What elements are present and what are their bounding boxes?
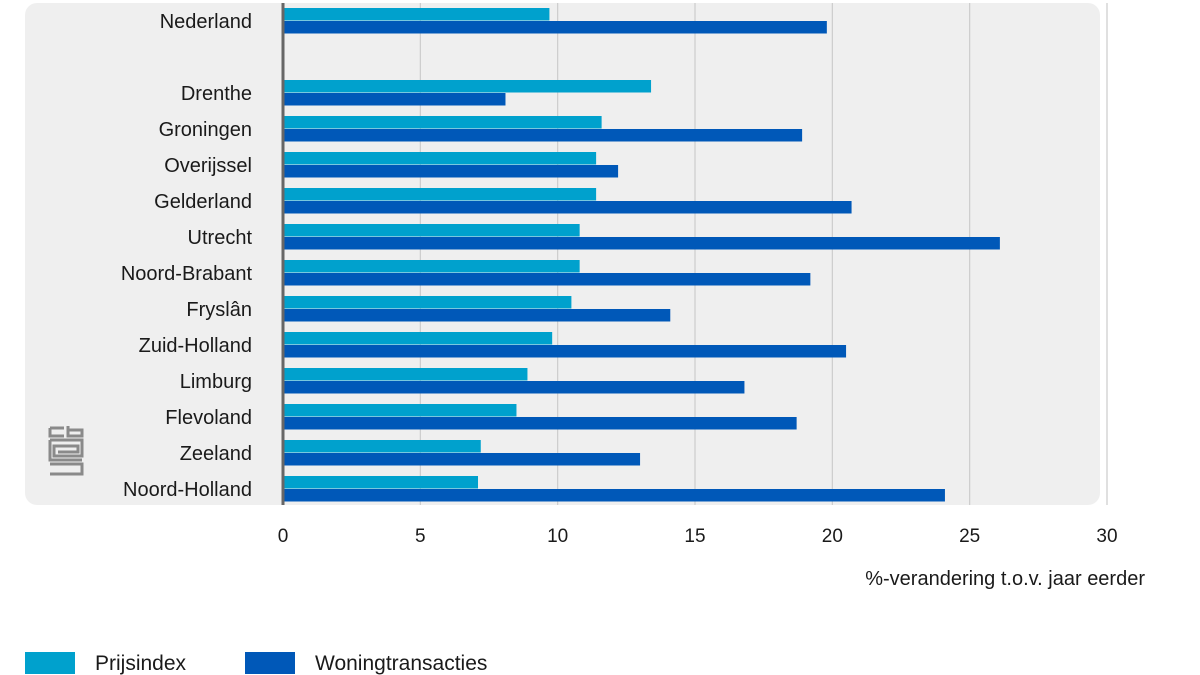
x-axis-label: %-verandering t.o.v. jaar eerder [865, 568, 1145, 590]
category-label: Utrecht [188, 227, 253, 249]
x-tick-label: 25 [959, 526, 980, 547]
bar-prijsindex [284, 368, 528, 381]
legend: Prijsindex Woningtransacties [25, 652, 487, 675]
bar-woningtransacties [284, 489, 945, 502]
bar-woningtransacties [284, 201, 852, 214]
x-tick-label: 5 [415, 526, 426, 547]
bars [284, 8, 1000, 502]
bar-woningtransacties [284, 381, 745, 394]
bar-prijsindex [284, 224, 580, 237]
category-panel-background [25, 3, 1100, 505]
bar-woningtransacties [284, 21, 827, 34]
bar-prijsindex [284, 260, 580, 273]
category-label: Noord-Brabant [121, 263, 253, 285]
bar-woningtransacties [284, 453, 641, 466]
bar-woningtransacties [284, 93, 506, 106]
bar-woningtransacties [284, 309, 671, 322]
category-label: Flevoland [165, 407, 252, 429]
bar-prijsindex [284, 8, 550, 21]
x-tick-label: 20 [822, 526, 843, 547]
x-tick-label: 0 [278, 526, 289, 547]
cbs-logo-icon [48, 426, 84, 476]
category-label: Nederland [160, 11, 252, 33]
x-tick-label: 30 [1096, 526, 1117, 547]
bar-woningtransacties [284, 165, 619, 178]
bar-woningtransacties [284, 417, 797, 430]
x-tick-label: 10 [547, 526, 568, 547]
category-label: Zeeland [180, 443, 252, 465]
bar-prijsindex [284, 188, 597, 201]
category-label: Gelderland [154, 191, 252, 213]
bar-prijsindex [284, 440, 481, 453]
category-label: Drenthe [181, 83, 252, 105]
bar-prijsindex [284, 152, 597, 165]
category-label: Overijssel [164, 155, 252, 177]
bar-prijsindex [284, 476, 479, 489]
legend-label: Prijsindex [95, 652, 187, 675]
category-label: Groningen [159, 119, 252, 141]
category-label: Noord-Holland [123, 479, 252, 501]
legend-label: Woningtransacties [315, 652, 487, 675]
category-labels: Nederland Drenthe Groningen Overijssel Gelde… [121, 11, 253, 501]
bar-prijsindex [284, 296, 572, 309]
category-label: Limburg [180, 371, 252, 393]
bar-prijsindex [284, 80, 652, 93]
bar-prijsindex [284, 116, 602, 129]
x-tick-labels: 0 5 10 15 20 25 30 [278, 526, 1118, 547]
bar-woningtransacties [284, 273, 811, 286]
bar-prijsindex [284, 332, 553, 345]
legend-swatch [25, 652, 75, 674]
category-label: Fryslân [186, 299, 252, 321]
x-tick-label: 15 [684, 526, 705, 547]
bar-woningtransacties [284, 129, 803, 142]
category-label: Zuid-Holland [139, 335, 252, 357]
bar-prijsindex [284, 404, 517, 417]
legend-swatch [245, 652, 295, 674]
bar-woningtransacties [284, 345, 847, 358]
bar-woningtransacties [284, 237, 1000, 250]
